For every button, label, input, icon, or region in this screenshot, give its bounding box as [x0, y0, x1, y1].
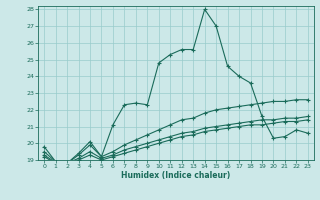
- X-axis label: Humidex (Indice chaleur): Humidex (Indice chaleur): [121, 171, 231, 180]
